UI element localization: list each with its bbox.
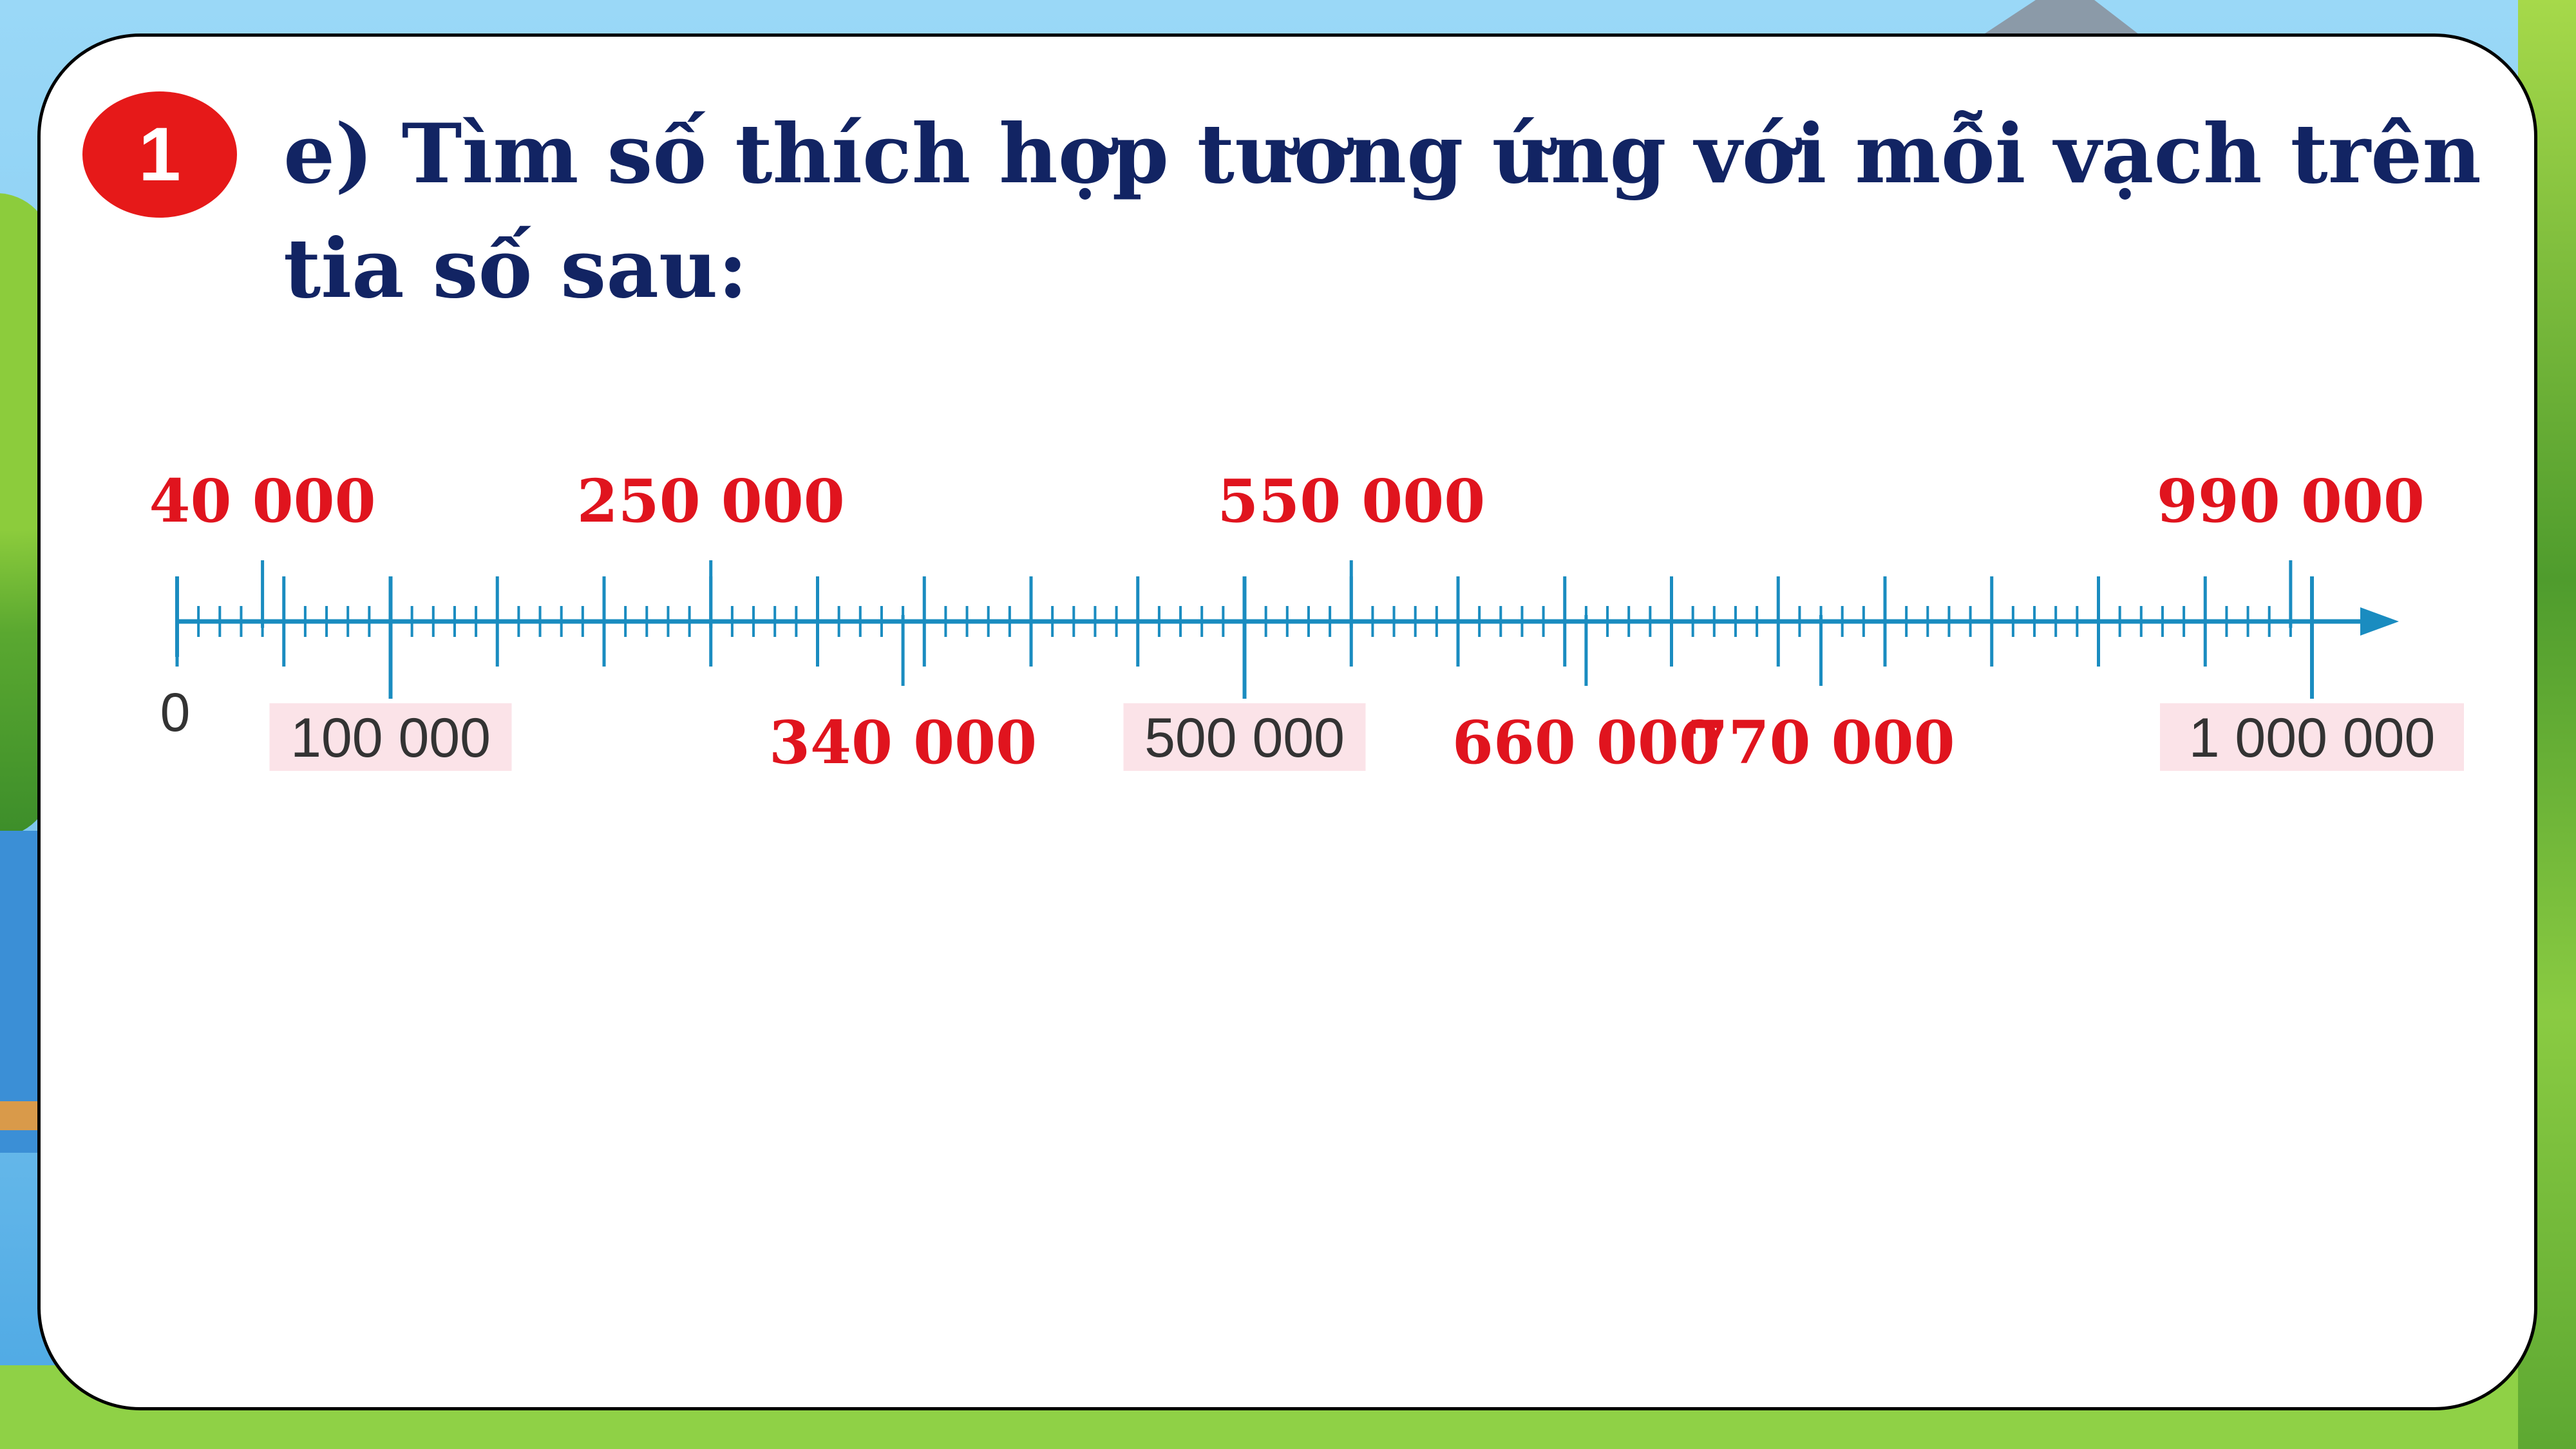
question-line-1: e) Tìm số thích hợp tương ứng với mỗi vạ… (283, 106, 2481, 202)
answer-label-above: 40 000 (149, 466, 376, 536)
answer-label-below: 660 000 (1452, 708, 1720, 777)
answer-label-above: 990 000 (2157, 466, 2425, 536)
given-label-box (1123, 703, 1366, 771)
given-label: 500 000 (1144, 707, 1345, 769)
given-label: 100 000 (290, 707, 491, 769)
background-water (0, 831, 39, 1153)
background-dock (0, 1101, 39, 1130)
given-label: 1 000 000 (2189, 707, 2436, 769)
exercise-number-badge: 1 (82, 91, 237, 218)
answer-label-below: 770 000 (1687, 708, 1955, 777)
start-label: 0 (160, 682, 191, 743)
given-label-box (2160, 703, 2464, 771)
given-label-box (269, 703, 512, 771)
answer-label-above: 550 000 (1217, 466, 1485, 536)
question-line-2: tia số sau: (283, 221, 748, 316)
answer-label-above: 250 000 (577, 466, 845, 536)
axis-arrow-icon (2360, 607, 2399, 636)
answer-label-below: 340 000 (769, 708, 1037, 777)
question-title: e) Tìm số thích hợp tương ứng với mỗi vạ… (283, 97, 2486, 326)
